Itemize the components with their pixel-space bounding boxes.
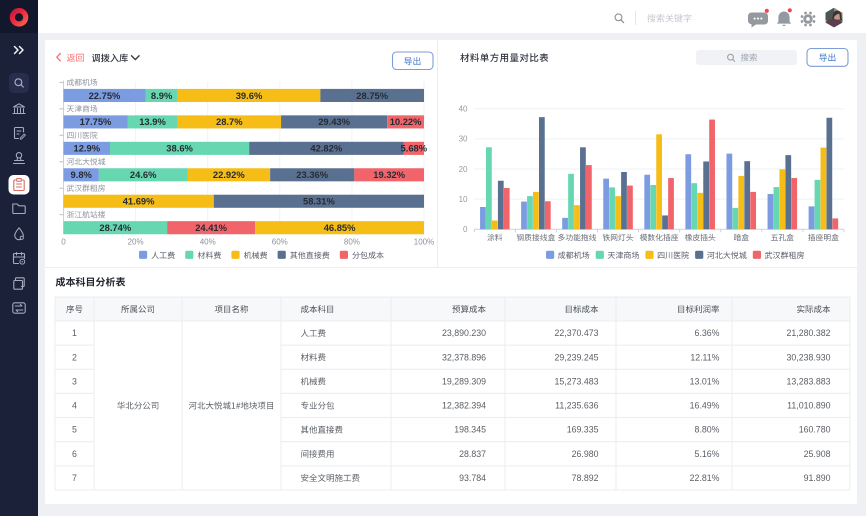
svg-text:30: 30 bbox=[459, 135, 468, 144]
svg-text:32,378.896: 32,378.896 bbox=[442, 352, 486, 362]
svg-text:6: 6 bbox=[72, 449, 77, 459]
svg-text:11,235.636: 11,235.636 bbox=[555, 401, 598, 411]
svg-text:39.6%: 39.6% bbox=[236, 90, 263, 101]
svg-text:15,273.483: 15,273.483 bbox=[554, 376, 598, 386]
svg-text:198.345: 198.345 bbox=[454, 425, 486, 435]
svg-text:10.22%: 10.22% bbox=[390, 116, 422, 127]
svg-text:12.9%: 12.9% bbox=[74, 143, 101, 154]
svg-text:12,382.394: 12,382.394 bbox=[442, 401, 486, 411]
svg-text:21,280.382: 21,280.382 bbox=[786, 328, 830, 338]
svg-text:1: 1 bbox=[72, 328, 77, 338]
svg-text:5.16%: 5.16% bbox=[695, 449, 720, 459]
svg-text:20%: 20% bbox=[128, 237, 144, 246]
svg-text:5: 5 bbox=[72, 425, 77, 435]
svg-text:16.49%: 16.49% bbox=[690, 401, 720, 411]
svg-text:24.6%: 24.6% bbox=[130, 169, 157, 180]
svg-text:29.43%: 29.43% bbox=[318, 116, 350, 127]
svg-text:5.68%: 5.68% bbox=[401, 143, 428, 154]
svg-text:80%: 80% bbox=[344, 237, 360, 246]
svg-text:26.980: 26.980 bbox=[572, 449, 599, 459]
svg-text:0: 0 bbox=[463, 225, 468, 234]
svg-text:9.8%: 9.8% bbox=[71, 169, 93, 180]
svg-text:11,010.890: 11,010.890 bbox=[787, 401, 830, 411]
svg-text:19.32%: 19.32% bbox=[373, 169, 405, 180]
svg-text:30,238.930: 30,238.930 bbox=[786, 352, 830, 362]
svg-text:13,283.883: 13,283.883 bbox=[786, 376, 830, 386]
svg-text:60%: 60% bbox=[272, 237, 288, 246]
svg-text:42.82%: 42.82% bbox=[310, 143, 342, 154]
svg-text:22.81%: 22.81% bbox=[690, 473, 720, 483]
svg-text:3: 3 bbox=[72, 376, 77, 386]
svg-text:20: 20 bbox=[459, 165, 468, 174]
svg-text:40: 40 bbox=[459, 105, 468, 114]
svg-text:7: 7 bbox=[72, 473, 77, 483]
svg-text:169.335: 169.335 bbox=[567, 425, 599, 435]
svg-text:28.75%: 28.75% bbox=[356, 90, 388, 101]
svg-text:8.80%: 8.80% bbox=[695, 425, 720, 435]
svg-text:78.892: 78.892 bbox=[572, 473, 599, 483]
svg-text:100%: 100% bbox=[414, 237, 434, 246]
svg-text:160.780: 160.780 bbox=[799, 425, 831, 435]
svg-text:22.75%: 22.75% bbox=[89, 90, 121, 101]
svg-text:28.74%: 28.74% bbox=[99, 222, 131, 233]
svg-text:28.837: 28.837 bbox=[459, 449, 486, 459]
svg-text:46.85%: 46.85% bbox=[324, 222, 356, 233]
svg-text:25.908: 25.908 bbox=[804, 449, 831, 459]
svg-text:23.36%: 23.36% bbox=[296, 169, 328, 180]
svg-text:13.9%: 13.9% bbox=[139, 116, 166, 127]
svg-text:93.784: 93.784 bbox=[459, 473, 486, 483]
svg-text:17.75%: 17.75% bbox=[80, 116, 112, 127]
svg-text:19,289.309: 19,289.309 bbox=[442, 376, 486, 386]
svg-text:22.92%: 22.92% bbox=[213, 169, 245, 180]
svg-text:40%: 40% bbox=[200, 237, 216, 246]
svg-text:58.31%: 58.31% bbox=[303, 196, 335, 207]
svg-text:2: 2 bbox=[72, 352, 77, 362]
svg-text:91.890: 91.890 bbox=[804, 473, 831, 483]
svg-text:0: 0 bbox=[61, 237, 66, 246]
svg-text:4: 4 bbox=[72, 401, 77, 411]
svg-text:10: 10 bbox=[459, 195, 468, 204]
svg-text:6.36%: 6.36% bbox=[695, 328, 720, 338]
svg-text:41.69%: 41.69% bbox=[123, 196, 155, 207]
svg-text:8.9%: 8.9% bbox=[151, 90, 173, 101]
svg-text:28.7%: 28.7% bbox=[216, 116, 243, 127]
svg-text:23,890.230: 23,890.230 bbox=[442, 328, 486, 338]
svg-text:38.6%: 38.6% bbox=[166, 143, 193, 154]
svg-text:22,370.473: 22,370.473 bbox=[554, 328, 598, 338]
svg-text:29,239.245: 29,239.245 bbox=[554, 352, 598, 362]
svg-text:12.11%: 12.11% bbox=[690, 352, 719, 362]
svg-text:24.41%: 24.41% bbox=[195, 222, 227, 233]
svg-text:13.01%: 13.01% bbox=[690, 376, 720, 386]
